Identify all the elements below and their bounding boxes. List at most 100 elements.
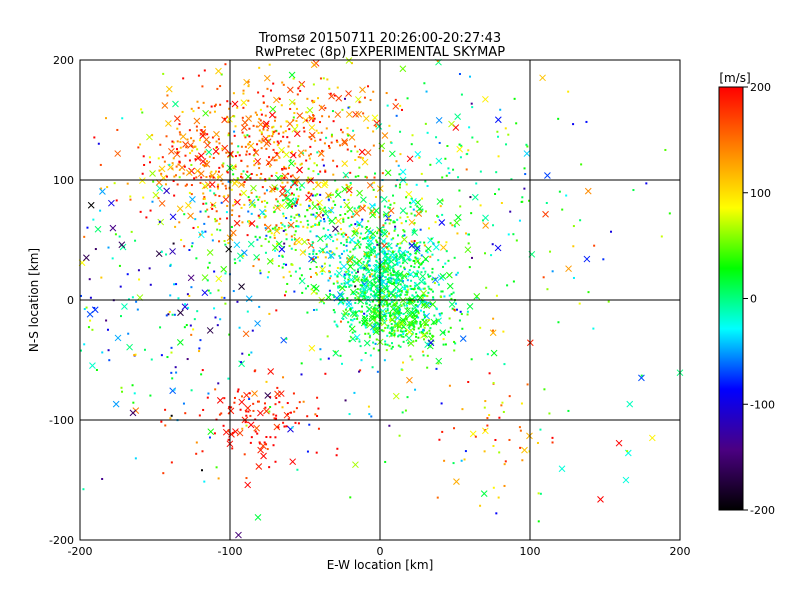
data-point-x <box>638 374 645 382</box>
data-point <box>371 275 374 278</box>
data-point <box>312 188 315 191</box>
data-point <box>305 119 308 122</box>
data-point-x <box>353 276 361 284</box>
data-point <box>508 395 511 398</box>
data-point <box>394 303 397 306</box>
data-point-x <box>215 67 222 75</box>
data-point <box>172 141 175 144</box>
data-point <box>399 265 402 268</box>
data-point <box>455 273 458 276</box>
data-point <box>340 242 343 245</box>
data-point <box>387 267 390 270</box>
data-point <box>315 451 318 454</box>
data-point <box>211 136 214 139</box>
data-point-x <box>208 181 216 188</box>
data-point <box>443 295 446 298</box>
data-point <box>450 297 453 300</box>
data-point <box>334 350 337 353</box>
data-point <box>173 388 176 391</box>
data-point-x <box>399 168 407 176</box>
data-point <box>274 249 277 252</box>
data-point <box>455 308 458 311</box>
data-point <box>355 337 358 340</box>
data-point <box>293 102 296 105</box>
data-point <box>374 304 377 307</box>
data-point <box>382 305 385 308</box>
data-point <box>134 353 137 356</box>
data-point <box>289 274 292 277</box>
data-point <box>290 150 293 153</box>
data-point <box>408 243 411 246</box>
data-point <box>280 227 283 230</box>
data-point <box>484 400 487 403</box>
data-point-x <box>366 285 374 292</box>
data-point-x <box>152 191 160 199</box>
data-point <box>225 211 228 214</box>
data-point <box>169 417 172 420</box>
data-point-x <box>414 151 422 158</box>
data-point <box>196 310 199 313</box>
data-point-x <box>278 146 285 154</box>
data-point <box>373 250 376 253</box>
data-point-x <box>359 86 366 94</box>
data-point <box>350 323 353 326</box>
data-point <box>364 324 367 327</box>
data-point <box>188 249 191 252</box>
data-point <box>282 276 285 279</box>
data-point <box>385 235 388 238</box>
data-point <box>295 213 298 216</box>
data-point <box>296 124 299 127</box>
data-point <box>196 155 199 158</box>
data-point-x <box>254 320 261 327</box>
data-point <box>230 152 233 155</box>
data-point <box>106 186 109 189</box>
data-point <box>114 233 117 236</box>
data-point <box>300 184 303 187</box>
data-point <box>213 110 216 113</box>
data-point <box>388 261 391 264</box>
data-point <box>276 242 279 245</box>
data-point <box>451 224 454 227</box>
data-point <box>315 308 318 311</box>
data-point-x <box>412 271 420 279</box>
data-point <box>190 333 193 336</box>
data-point <box>258 167 261 170</box>
data-point-x <box>408 242 416 249</box>
data-point <box>354 175 357 178</box>
data-point <box>285 263 288 266</box>
data-point <box>409 323 412 326</box>
data-point <box>315 266 318 269</box>
data-point <box>273 141 276 144</box>
data-point <box>389 272 392 275</box>
data-point <box>379 233 382 236</box>
data-point <box>389 291 392 294</box>
data-point <box>203 222 206 225</box>
data-point-x <box>361 314 369 322</box>
data-point <box>328 219 331 222</box>
data-point <box>242 92 245 95</box>
data-point <box>190 193 193 196</box>
data-point <box>411 321 414 324</box>
data-point <box>394 288 397 291</box>
data-point <box>467 149 470 152</box>
data-point <box>301 291 304 294</box>
data-point <box>471 106 474 109</box>
data-point <box>363 253 366 256</box>
data-point <box>398 306 401 309</box>
data-point <box>308 157 311 160</box>
data-point <box>157 157 160 160</box>
data-point <box>89 296 92 299</box>
data-point <box>344 277 347 280</box>
data-point <box>453 340 456 343</box>
data-point-x <box>404 307 411 315</box>
data-point <box>255 174 258 177</box>
data-point <box>365 264 368 267</box>
data-point <box>390 274 393 277</box>
data-point <box>246 165 249 168</box>
data-point <box>260 113 263 116</box>
data-point <box>275 417 278 420</box>
data-point <box>523 167 526 170</box>
data-point <box>374 277 377 280</box>
data-point <box>368 273 371 276</box>
data-point <box>426 366 429 369</box>
